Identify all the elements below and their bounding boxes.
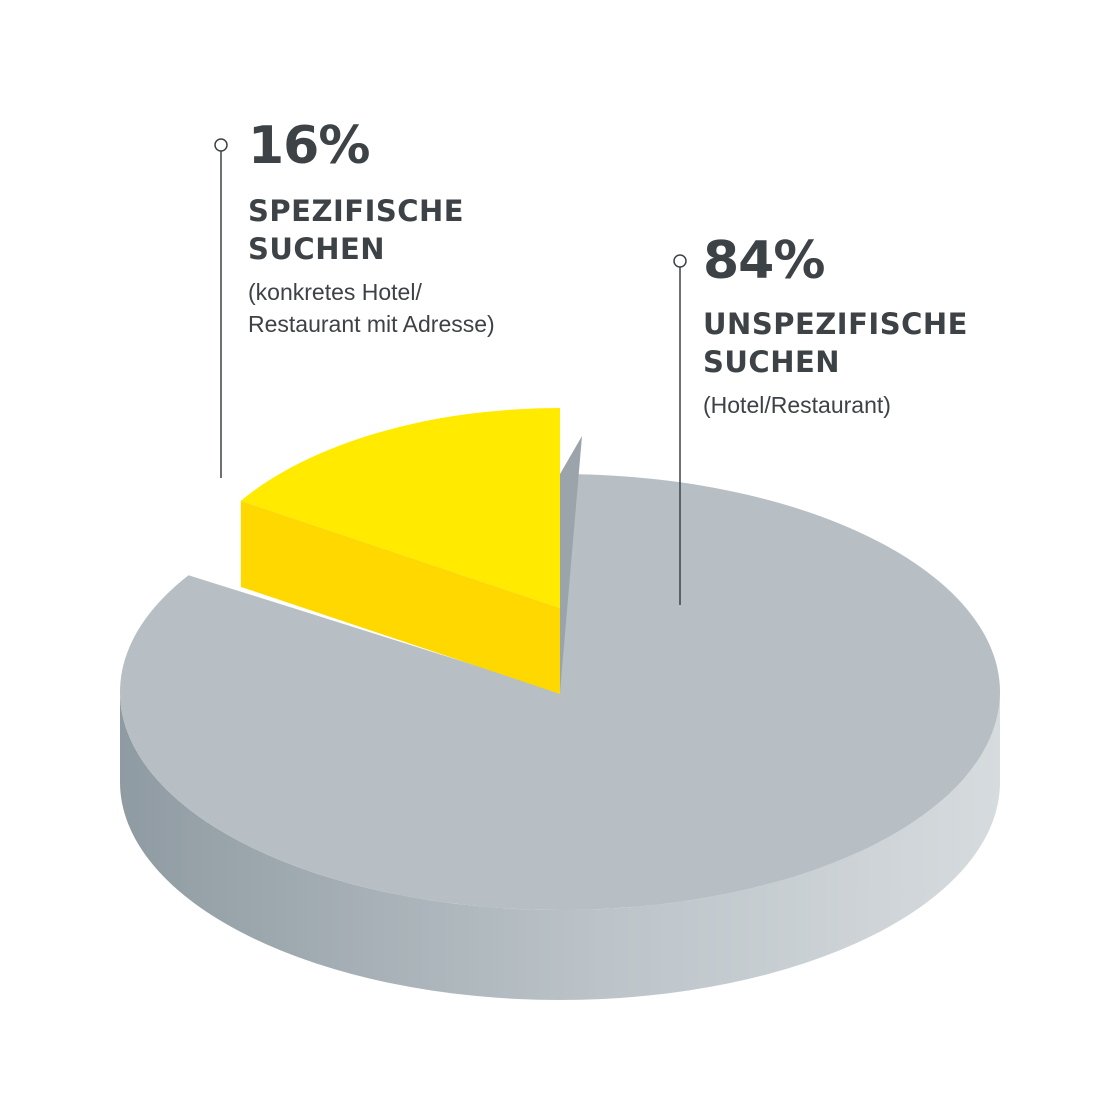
slice-label-spezifische: 16% SPEZIFISCHE SUCHEN (konkretes Hotel/… — [248, 120, 495, 340]
slice-inner-wall — [560, 436, 582, 692]
slice-spezifische — [240, 408, 560, 608]
slice-value-spezifische: 16% — [248, 116, 370, 176]
slice-side-spezifische — [240, 500, 560, 694]
slice-note-spezifische: (konkretes Hotel/ Restaurant mit Adresse… — [248, 279, 495, 337]
slice-note-unspezifische: (Hotel/Restaurant) — [703, 392, 891, 418]
slice-name-unspezifische: UNSPEZIFISCHE SUCHEN — [703, 307, 968, 379]
slice-name-spezifische: SPEZIFISCHE SUCHEN — [248, 194, 465, 266]
slice-label-unspezifische: 84% UNSPEZIFISCHE SUCHEN (Hotel/Restaura… — [703, 235, 968, 421]
slice-side-unspezifische — [120, 692, 1000, 1000]
slice-value-unspezifische: 84% — [703, 231, 825, 291]
leader-line-spezifische — [214, 138, 228, 478]
leader-line-unspezifische — [673, 254, 687, 605]
